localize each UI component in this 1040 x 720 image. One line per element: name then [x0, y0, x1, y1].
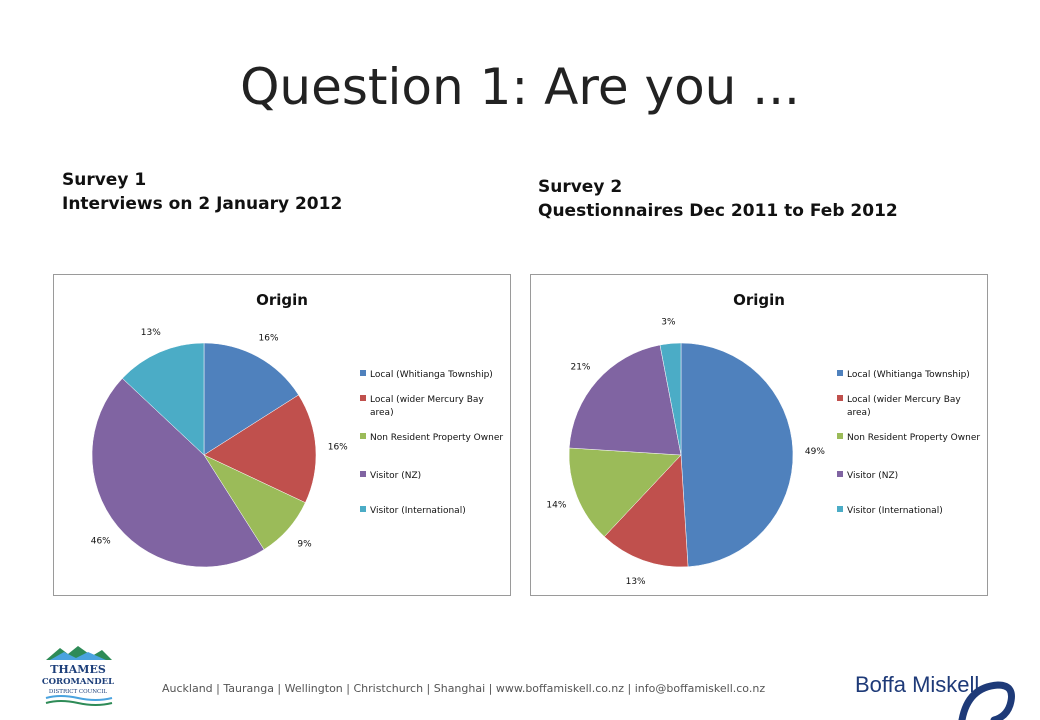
slice-percent-label: 13% [141, 328, 161, 338]
pie-slice [122, 342, 205, 456]
survey1-pie-chart: Origin 16% 16% 9% 46% 13% Local (Whitianga Tow… [53, 274, 511, 596]
slice-percent-label: 9% [297, 540, 312, 550]
pie-slice [603, 454, 689, 568]
survey2-pie-svg: Origin 49% 13% 14% 21% 3% Local (Whitianga Tow… [546, 291, 980, 587]
pie-slice [203, 342, 299, 456]
pie-slice [568, 447, 682, 537]
survey2-pie-chart: Origin 49% 13% 14% 21% 3% Local (Whitianga Tow… [530, 274, 988, 596]
legend-swatch [360, 370, 366, 376]
boffa-miskell-logo: Boffa Miskell [855, 672, 980, 697]
pie-slice [91, 377, 265, 568]
survey1-label: Survey 1 [62, 170, 147, 190]
slice-percent-label: 46% [91, 536, 111, 546]
legend-swatch [360, 433, 366, 439]
legend-label: Non Resident Property Owner [370, 433, 503, 443]
slide-title: Question 1: Are you ... [240, 58, 800, 116]
legend-label: area) [847, 408, 871, 418]
survey1-pie-svg: Origin 16% 16% 9% 46% 13% Local (Whitianga Tow… [91, 291, 503, 568]
slice-percent-label: 13% [626, 577, 646, 587]
thames-coromandel-logo: THAMES COROMANDEL DISTRICT COUNCIL [42, 646, 114, 706]
svg-text:DISTRICT COUNCIL: DISTRICT COUNCIL [49, 689, 108, 695]
legend-label: Local (Whitianga Township) [370, 370, 493, 380]
chart-title: Origin [256, 291, 308, 309]
legend-swatch [360, 395, 366, 401]
legend-swatch [837, 471, 843, 477]
slice-percent-label: 49% [805, 447, 825, 457]
legend-label: Local (wider Mercury Bay [370, 395, 484, 405]
legend-label: Visitor (International) [847, 506, 943, 516]
pie-slice [659, 342, 682, 456]
survey1-heading: Survey 1 Interviews on 2 January 2012 [62, 168, 342, 216]
slice-percent-label: 21% [570, 362, 590, 372]
legend-swatch [360, 471, 366, 477]
slice-percent-label: 14% [546, 500, 566, 510]
survey1-subtitle: Interviews on 2 January 2012 [62, 194, 343, 214]
survey2-subtitle: Questionnaires Dec 2011 to Feb 2012 [538, 201, 898, 221]
legend-swatch [360, 506, 366, 512]
footer-contacts: Auckland | Tauranga | Wellington | Chris… [162, 682, 766, 695]
legend-swatch [837, 506, 843, 512]
legend-swatch [837, 370, 843, 376]
legend-label: Visitor (NZ) [847, 471, 898, 481]
survey2-label: Survey 2 [538, 177, 623, 197]
legend-label: Local (Whitianga Township) [847, 370, 970, 380]
legend-label: area) [370, 408, 394, 418]
svg-text:THAMES: THAMES [50, 663, 106, 676]
slice-percent-label: 16% [328, 443, 348, 453]
slice-percent-label: 3% [661, 318, 676, 328]
pie-slice [568, 344, 682, 456]
slice-percent-label: 16% [259, 334, 279, 344]
legend-label: Non Resident Property Owner [847, 433, 980, 443]
legend-swatch [837, 395, 843, 401]
chart-title: Origin [733, 291, 785, 309]
pie-slice [680, 342, 794, 568]
legend-label: Visitor (NZ) [370, 471, 421, 481]
svg-text:COROMANDEL: COROMANDEL [42, 677, 114, 687]
legend-label: Visitor (International) [370, 506, 466, 516]
boffa-miskell-swirl-icon [958, 681, 1015, 720]
pie-slice [203, 394, 317, 504]
survey2-heading: Survey 2 Questionnaires Dec 2011 to Feb … [538, 175, 898, 223]
legend-swatch [837, 433, 843, 439]
legend-label: Local (wider Mercury Bay [847, 395, 961, 405]
